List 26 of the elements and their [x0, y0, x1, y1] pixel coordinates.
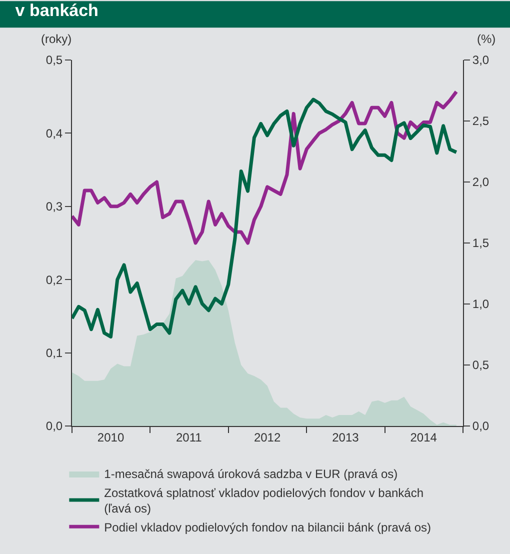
y2-tick-label: 0,5 — [472, 358, 490, 372]
y-tick-label: 0,0 — [46, 419, 63, 434]
y2-tick-label: 3,0 — [472, 53, 490, 68]
y-tick-label: 0,1 — [46, 346, 63, 360]
y-tick-label: 0,4 — [46, 126, 63, 140]
y2-tick-label: 2,5 — [472, 114, 490, 128]
y2-axis-title: (%) — [477, 32, 496, 46]
x-tick-label: 2013 — [332, 430, 360, 444]
legend-label: 1-mesačná swapová úroková sadzba v EUR (pravá os) — [104, 467, 398, 482]
line-series — [72, 90, 458, 245]
legend-label: Podiel vkladov podielových fondov na bilancii bánk (pravá os) — [104, 520, 432, 534]
line-series — [72, 98, 458, 338]
y2-tick-label: 0,0 — [472, 419, 490, 434]
x-tick-label: 2010 — [97, 430, 124, 444]
x-tick-label: 2012 — [254, 430, 281, 444]
y2-tick-label: 1,0 — [472, 297, 490, 312]
x-tick-label: 2011 — [176, 430, 202, 444]
y-tick-label: 0,5 — [46, 53, 63, 68]
y2-tick-label: 2,0 — [472, 175, 490, 190]
y-axis-title: (roky) — [41, 32, 72, 46]
y-tick-label: 0,2 — [46, 272, 63, 287]
chart-title: v bankách — [15, 0, 98, 20]
y2-tick-label: 1,5 — [472, 236, 490, 250]
y-tick-label: 0,3 — [46, 200, 63, 214]
x-tick-label: 2014 — [410, 430, 438, 444]
legend-label: Zostatková splatnosť vkladov podielových fondov v bankách (ľavá os) — [104, 486, 424, 516]
